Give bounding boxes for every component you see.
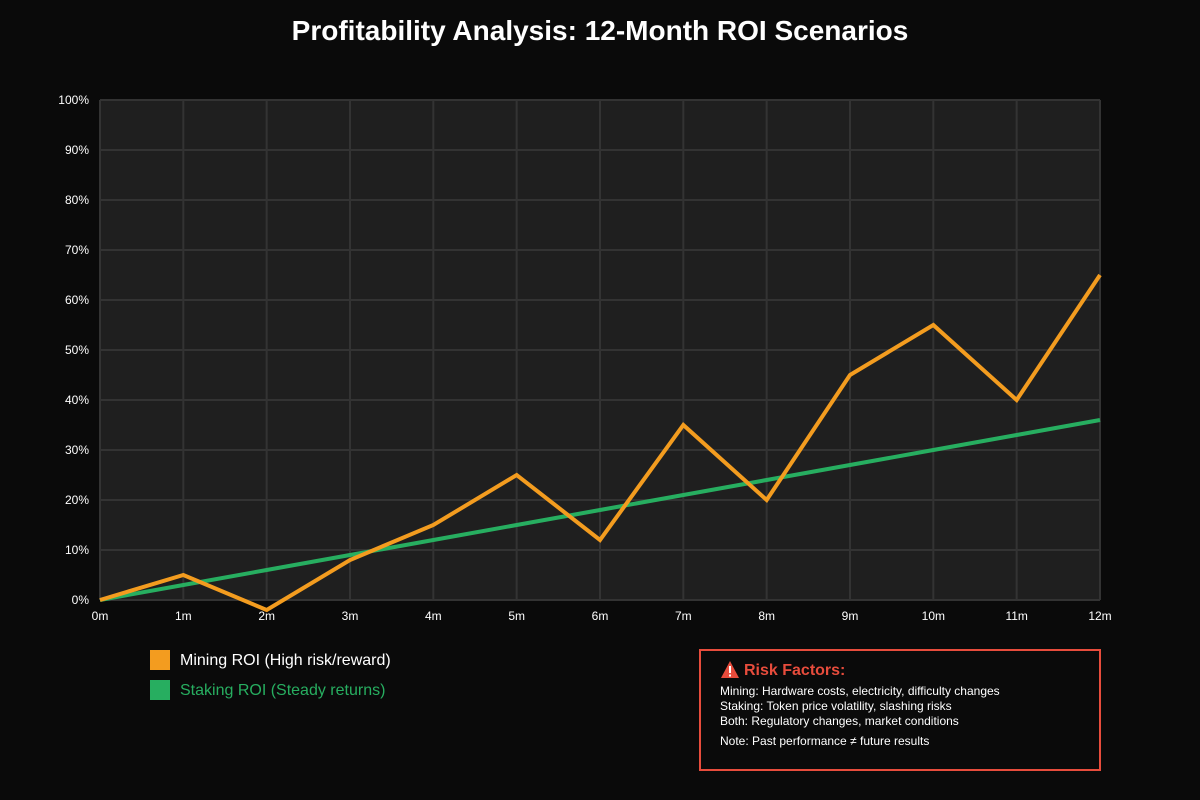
warning-icon bbox=[721, 661, 739, 678]
x-tick-label: 3m bbox=[342, 609, 359, 623]
x-tick-label: 4m bbox=[425, 609, 442, 623]
risk-line-mining: Mining: Hardware costs, electricity, dif… bbox=[720, 684, 1000, 698]
x-tick-label: 9m bbox=[842, 609, 859, 623]
risk-box-border bbox=[699, 649, 1101, 771]
y-tick-label: 90% bbox=[65, 143, 89, 157]
y-tick-label: 60% bbox=[65, 293, 89, 307]
x-tick-label: 10m bbox=[922, 609, 945, 623]
chart-title: Profitability Analysis: 12-Month ROI Sce… bbox=[292, 15, 909, 46]
y-tick-label: 20% bbox=[65, 493, 89, 507]
y-tick-label: 30% bbox=[65, 443, 89, 457]
legend-label-staking: Staking ROI (Steady returns) bbox=[180, 682, 385, 699]
x-tick-label: 6m bbox=[592, 609, 609, 623]
y-tick-label: 10% bbox=[65, 543, 89, 557]
y-tick-label: 80% bbox=[65, 193, 89, 207]
x-tick-label: 1m bbox=[175, 609, 192, 623]
legend-label-mining: Mining ROI (High risk/reward) bbox=[180, 652, 391, 669]
y-tick-label: 50% bbox=[65, 343, 89, 357]
legend-swatch-staking bbox=[150, 680, 170, 700]
y-tick-label: 100% bbox=[58, 93, 89, 107]
x-tick-label: 2m bbox=[258, 609, 275, 623]
x-tick-label: 11m bbox=[1005, 609, 1027, 623]
risk-line-both: Both: Regulatory changes, market conditi… bbox=[720, 714, 959, 728]
x-tick-label: 7m bbox=[675, 609, 692, 623]
risk-factors-box: Risk Factors: Mining: Hardware costs, el… bbox=[699, 649, 1101, 771]
x-tick-label: 12m bbox=[1088, 609, 1111, 623]
x-tick-label: 0m bbox=[92, 609, 109, 623]
legend-swatch-mining bbox=[150, 650, 170, 670]
risk-line-staking: Staking: Token price volatility, slashin… bbox=[720, 699, 952, 713]
x-tick-label: 8m bbox=[758, 609, 775, 623]
plot-area: 0% 10% 20% 30% 40% 50% 60% 70% 80% 90% 100% 0m 1m 2m 3… bbox=[58, 93, 1111, 623]
risk-title: Risk Factors: bbox=[744, 662, 845, 679]
y-tick-label: 70% bbox=[65, 243, 89, 257]
y-tick-label: 40% bbox=[65, 393, 89, 407]
risk-note: Note: Past performance ≠ future results bbox=[720, 734, 929, 748]
x-tick-label: 5m bbox=[508, 609, 525, 623]
y-tick-label: 0% bbox=[72, 593, 90, 607]
legend: Mining ROI (High risk/reward) Staking ROI… bbox=[150, 650, 391, 700]
